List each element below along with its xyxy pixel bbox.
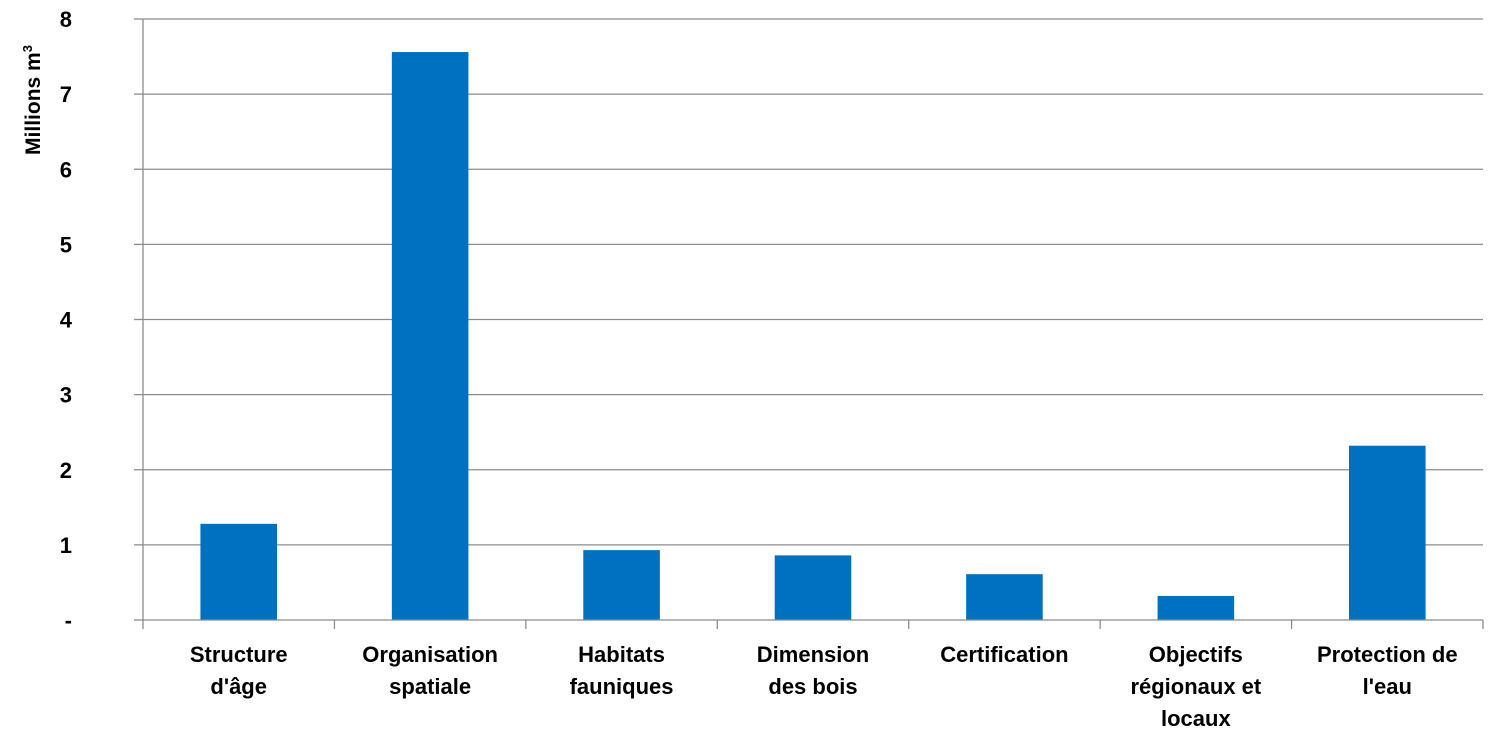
axes <box>134 18 1484 629</box>
y-tick-label: 3 <box>60 383 72 408</box>
x-category-label: Certification <box>940 642 1068 667</box>
y-tick-label: 1 <box>60 533 72 558</box>
x-category-label: Structure <box>190 642 288 667</box>
y-tick-label: 7 <box>60 82 72 107</box>
x-category-label: Protection de <box>1317 642 1458 667</box>
y-tick-label: 6 <box>60 157 72 182</box>
x-category-label: Habitats <box>578 642 665 667</box>
bar <box>391 52 469 621</box>
y-tick-label: - <box>65 608 72 633</box>
bar <box>1157 595 1235 620</box>
x-category-label: des bois <box>768 674 857 699</box>
y-tick-label: 2 <box>60 458 72 483</box>
y-axis-label: Millions m3 <box>20 45 45 155</box>
bar <box>774 555 852 620</box>
bar <box>200 523 277 620</box>
bar <box>1349 445 1426 620</box>
y-tick-label: 4 <box>60 308 73 333</box>
x-category-label: spatiale <box>389 674 471 699</box>
y-tick-label: 8 <box>60 7 72 32</box>
bar <box>583 550 660 620</box>
x-category-label: fauniques <box>570 674 674 699</box>
bar <box>966 574 1043 620</box>
x-category-label: d'âge <box>210 674 267 699</box>
y-tick-labels: - 1 2 3 4 5 6 7 8 <box>60 7 73 633</box>
x-category-labels: Structure d'âge Organisation spatiale Habita… <box>190 642 1458 731</box>
y-tick-label: 5 <box>60 232 72 257</box>
x-category-label: locaux <box>1161 706 1231 731</box>
x-category-label: l'eau <box>1363 674 1412 699</box>
x-category-label: Dimension <box>757 642 869 667</box>
x-category-label: régionaux et <box>1130 674 1261 699</box>
x-category-label: Organisation <box>362 642 498 667</box>
x-category-label: Objectifs <box>1149 642 1243 667</box>
gridlines <box>143 18 1483 546</box>
bars <box>200 52 1426 621</box>
